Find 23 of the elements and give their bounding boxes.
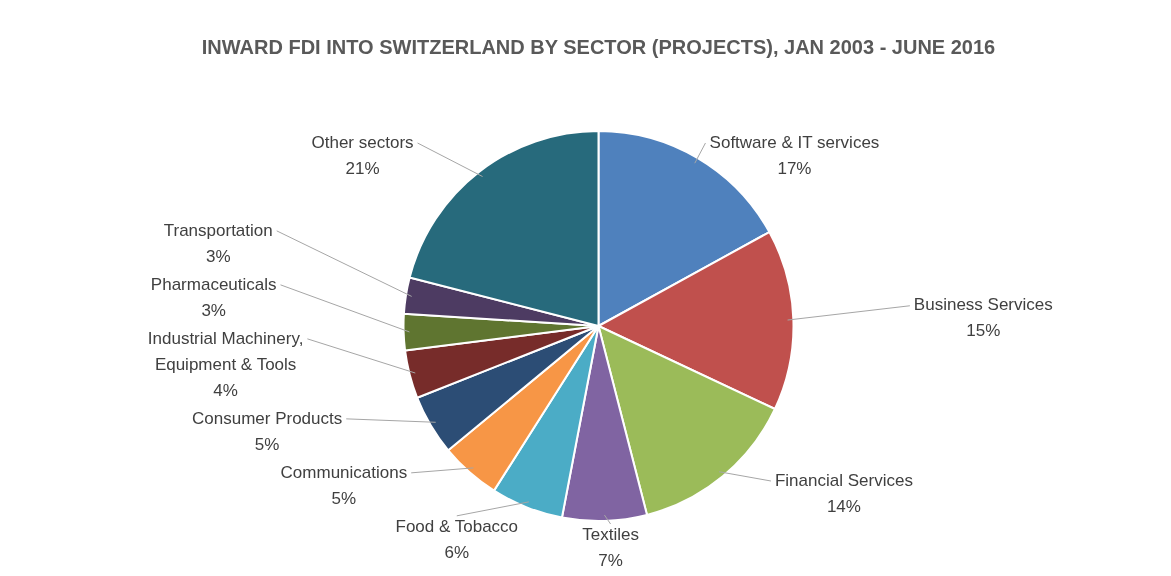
data-label: 6% [444,542,470,562]
data-label: 14% [826,496,861,516]
slice-label: Communications [280,462,408,482]
data-label: 3% [205,246,231,266]
slice-label: Pharmaceuticals [150,274,277,294]
slice-label: Other sectors [311,132,414,152]
slice-label: Business Services [913,295,1053,315]
data-label: 21% [345,158,380,178]
slice-label: Transportation [163,220,273,240]
chart-title: INWARD FDI INTO SWITZERLAND BY SECTOR (PROJECTS), JAN 2003 - JUNE 2016 [201,35,996,58]
data-label: 3% [201,300,226,320]
slice-label: Textiles [582,524,639,544]
slice-label: Industrial Machinery, Equipment & Tools [147,328,304,374]
data-label: 5% [331,488,357,508]
slice-label: Software & IT services [709,132,880,152]
slice-label: Food & Tobacco [395,516,519,536]
slice-label: Consumer Products [192,408,343,428]
slice-label: Financial Services [774,470,913,490]
data-label: 7% [598,550,623,570]
data-label: 17% [777,158,812,178]
data-label: 5% [254,434,280,454]
data-label: 4% [213,380,238,400]
data-label: 15% [966,321,1001,341]
